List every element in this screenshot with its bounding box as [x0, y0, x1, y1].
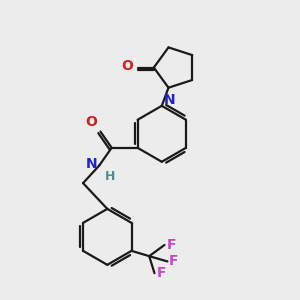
Text: H: H	[105, 170, 115, 183]
Text: O: O	[85, 115, 97, 129]
Text: F: F	[169, 254, 179, 268]
Text: F: F	[166, 238, 176, 252]
Text: N: N	[164, 93, 176, 107]
Text: N: N	[85, 157, 97, 171]
Text: F: F	[156, 266, 166, 280]
Text: O: O	[121, 59, 133, 73]
